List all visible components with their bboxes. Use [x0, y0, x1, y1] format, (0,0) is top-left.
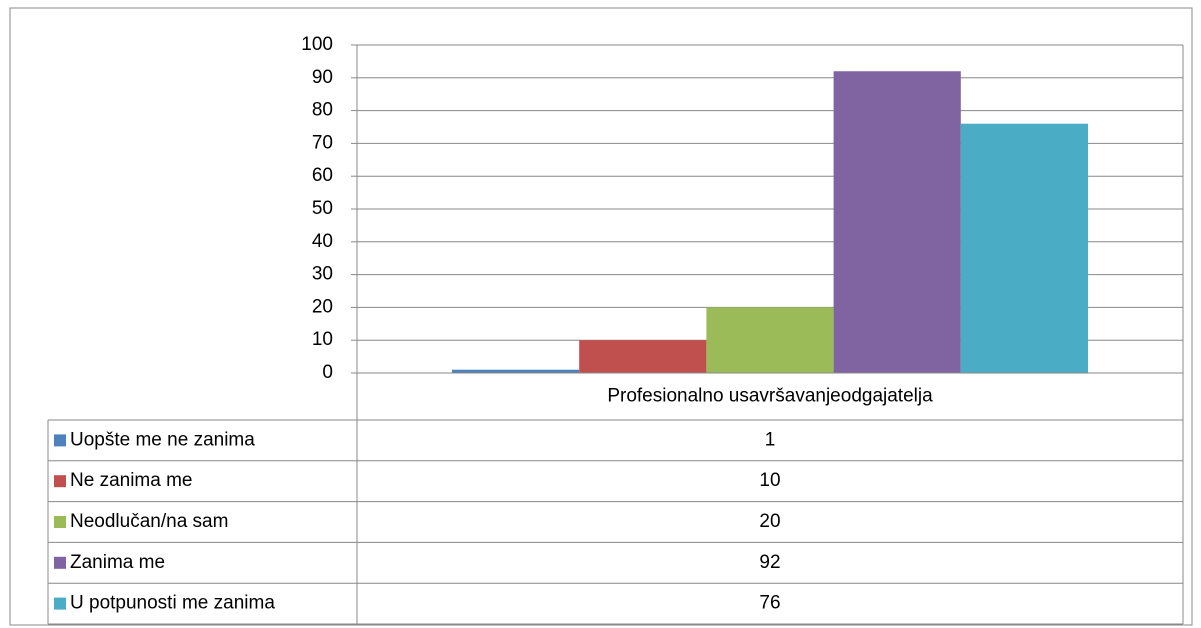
y-tick-label: 20	[312, 296, 333, 317]
legend-swatch	[54, 475, 66, 488]
bar	[960, 123, 1089, 373]
table-value: 76	[759, 593, 780, 614]
legend-swatch	[54, 556, 66, 569]
y-tick-label: 50	[312, 198, 333, 219]
bar	[833, 71, 961, 374]
bar	[706, 307, 834, 373]
y-tick-label: 80	[312, 100, 333, 121]
y-tick-label: 60	[312, 165, 333, 186]
y-tick-label: 70	[312, 132, 333, 153]
table-value: 92	[759, 552, 780, 573]
x-tick-label: Profesionalno usavršavanjeodgajatelja	[607, 386, 933, 407]
table-value: 10	[759, 470, 780, 491]
legend-label: Ne zanima me	[70, 470, 193, 491]
y-tick-label: 90	[312, 67, 333, 88]
table-value: 20	[759, 511, 780, 532]
legend-label: Neodlučan/na sam	[70, 511, 228, 532]
y-tick-label: 100	[301, 34, 333, 55]
legend-swatch	[54, 516, 66, 528]
legend-label: Zanima me	[70, 552, 165, 573]
y-tick-label: 30	[312, 264, 333, 285]
legend-swatch	[54, 597, 66, 610]
bar	[579, 340, 707, 373]
table-value: 1	[765, 429, 776, 450]
legend-label: U potpunosti me zanima	[70, 593, 275, 614]
y-tick-label: 0	[322, 362, 333, 383]
bar	[451, 369, 580, 373]
legend-label: Uopšte me ne zanima	[70, 429, 255, 450]
legend-swatch	[54, 434, 66, 447]
y-tick-label: 10	[312, 329, 333, 350]
y-tick-label: 40	[312, 231, 333, 252]
